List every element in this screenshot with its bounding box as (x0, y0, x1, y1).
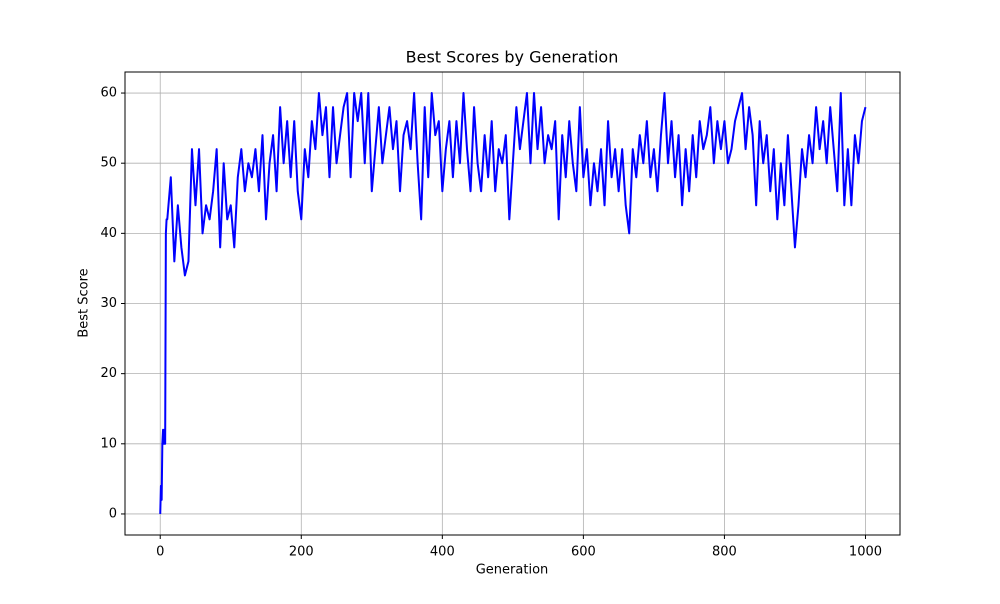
y-tick-label: 60 (100, 86, 117, 101)
data-line (159, 92, 867, 514)
x-tick-label: 400 (430, 545, 455, 560)
y-tick-label: 10 (100, 436, 117, 451)
y-tick-label: 50 (100, 156, 117, 171)
x-tick-label: 0 (156, 545, 164, 560)
x-tick-label: 200 (289, 545, 314, 560)
x-tick-label: 600 (571, 545, 596, 560)
x-tick-label: 800 (712, 545, 737, 560)
chart-title: Best Scores by Generation (406, 48, 619, 67)
x-tick-label: 1000 (849, 545, 882, 560)
y-tick-label: 0 (109, 506, 117, 521)
y-tick-label: 20 (100, 366, 117, 381)
y-tick-label: 40 (100, 226, 117, 241)
plot-frame (124, 71, 901, 536)
x-axis-label: Generation (476, 563, 549, 578)
y-tick-label: 30 (100, 296, 117, 311)
y-axis-label: Best Score (77, 268, 92, 337)
